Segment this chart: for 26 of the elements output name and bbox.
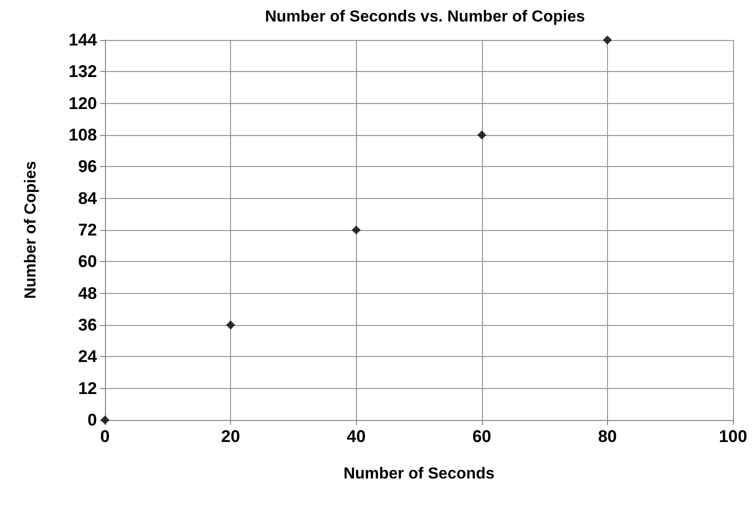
- x-tick-label: 100: [718, 427, 748, 446]
- x-tick-label: 0: [100, 427, 110, 446]
- point: [477, 130, 486, 140]
- chart-title: Number of Seconds vs. Number of Copies: [264, 8, 586, 26]
- y-tick-label: 24: [78, 347, 98, 366]
- point: [352, 226, 361, 234]
- x-tick-label: 20: [221, 427, 240, 446]
- point: [602, 36, 612, 44]
- y-tick-label: 144: [68, 30, 98, 50]
- y-tick-label: 72: [78, 220, 97, 240]
- y-tick-label: 132: [68, 62, 97, 82]
- x-tick-label: 60: [472, 427, 492, 446]
- y-tick-label: 48: [78, 284, 97, 303]
- y-tick-label: 60: [78, 252, 97, 272]
- y-tick-label: 12: [78, 378, 97, 398]
- x-tick-label: 40: [346, 427, 366, 446]
- y-tick-label: 120: [68, 94, 97, 113]
- y-tick-label: 96: [78, 157, 97, 176]
- y-axis-title: Number of Copies: [22, 161, 40, 299]
- y-tick-label: 36: [78, 316, 97, 334]
- x-tick-label: 80: [598, 427, 617, 446]
- y-tick-label: 0: [88, 410, 97, 430]
- point: [226, 320, 236, 330]
- y-tick-label: 108: [68, 126, 97, 144]
- y-tick-label: 84: [78, 188, 98, 208]
- x-axis-title: Number of Seconds: [343, 466, 495, 482]
